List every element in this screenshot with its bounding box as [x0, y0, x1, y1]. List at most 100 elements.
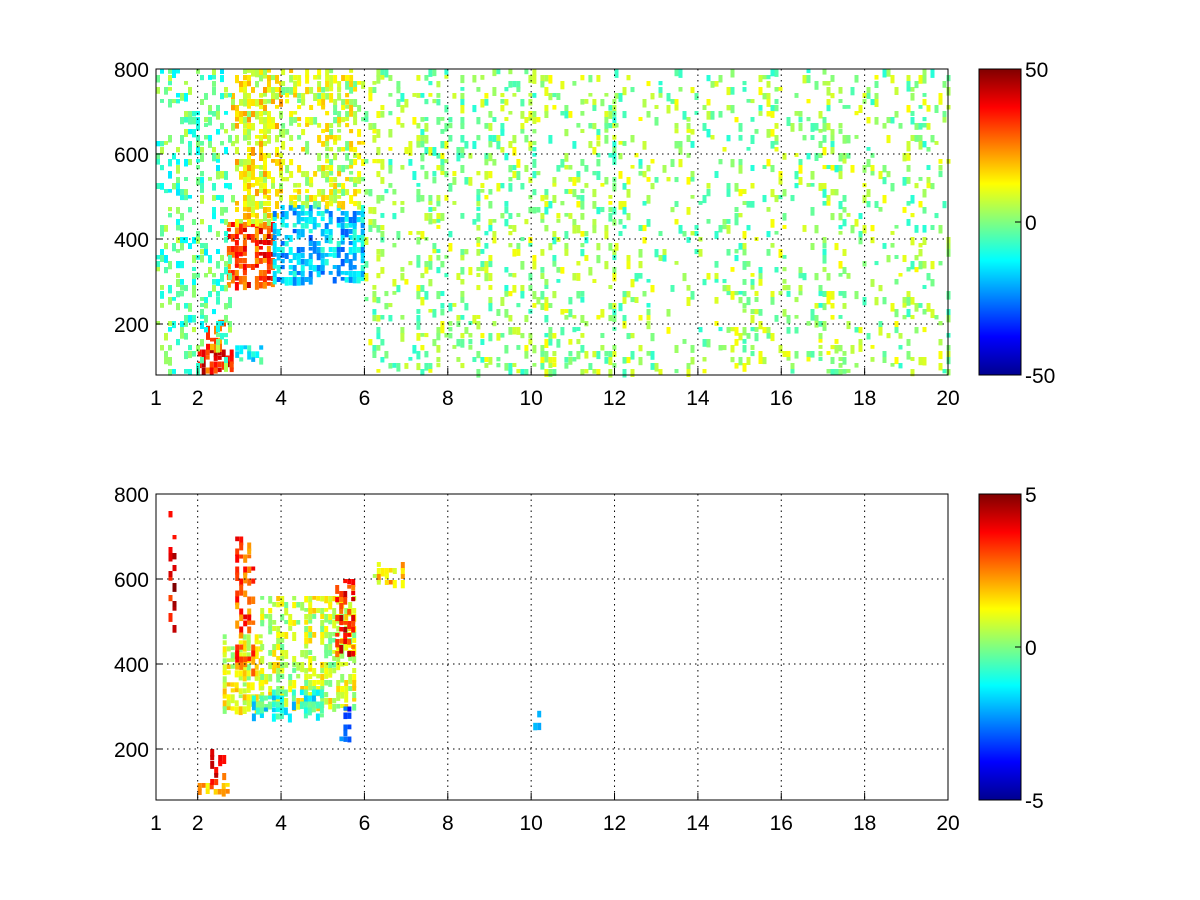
- heatmap-cell: [272, 650, 277, 657]
- heatmap-cell: [910, 237, 915, 246]
- heatmap-cell: [802, 75, 807, 84]
- heatmap-cell: [210, 779, 215, 785]
- heatmap-cell: [242, 670, 247, 677]
- heatmap-cell: [360, 223, 365, 229]
- heatmap-cell: [293, 111, 298, 115]
- heatmap-cell: [213, 361, 218, 370]
- heatmap-cell: [329, 177, 334, 183]
- heatmap-cell: [247, 566, 252, 573]
- heatmap-cell: [774, 231, 779, 235]
- heatmap-cell: [304, 614, 309, 620]
- heatmap-cell: [289, 117, 294, 126]
- heatmap-cell: [690, 291, 695, 300]
- heatmap-cell: [254, 652, 259, 659]
- heatmap-cell: [196, 177, 200, 186]
- heatmap-cell: [622, 141, 627, 146]
- heatmap-cell: [301, 171, 306, 178]
- heatmap-cell: [292, 668, 297, 673]
- heatmap-cell: [476, 87, 481, 92]
- heatmap-cell: [440, 117, 445, 121]
- heatmap-cell: [782, 225, 787, 229]
- heatmap-cell: [222, 694, 227, 699]
- heatmap-cell: [239, 662, 244, 670]
- heatmap-cell: [754, 333, 759, 342]
- heatmap-cell: [308, 662, 313, 671]
- heatmap-cell: [742, 201, 747, 205]
- heatmap-cell: [440, 171, 445, 175]
- heatmap-cell: [180, 285, 184, 291]
- heatmap-cell: [176, 207, 180, 214]
- heatmap-cell: [576, 123, 581, 128]
- heatmap-cell: [180, 225, 184, 232]
- heatmap-cell: [678, 147, 683, 155]
- heatmap-cell: [622, 183, 627, 190]
- heatmap-cell: [552, 195, 557, 203]
- heatmap-cell: [300, 602, 305, 611]
- heatmap-cell: [758, 111, 763, 116]
- heatmap-cell: [272, 698, 277, 705]
- heatmap-cell: [258, 252, 263, 256]
- heatmap-cell: [504, 99, 509, 106]
- heatmap-cell: [524, 369, 529, 375]
- heatmap-cell: [580, 75, 585, 81]
- heatmap-cell: [225, 783, 230, 787]
- heatmap-cell: [251, 701, 256, 711]
- heatmap-cell: [372, 309, 377, 315]
- heatmap-cell: [344, 217, 349, 222]
- heatmap-cell: [321, 87, 326, 93]
- heatmap-cell: [532, 93, 537, 98]
- heatmap-cell: [255, 81, 259, 88]
- heatmap-cell: [288, 271, 293, 276]
- heatmap-cell: [292, 656, 297, 665]
- heatmap-cell: [372, 219, 377, 228]
- heatmap-cell: [272, 602, 277, 607]
- heatmap-cell: [376, 574, 381, 583]
- heatmap-cell: [698, 327, 703, 333]
- heatmap-cell: [251, 695, 256, 705]
- heatmap-cell: [392, 363, 397, 368]
- heatmap-cell: [750, 117, 755, 122]
- heatmap-cell: [347, 651, 352, 657]
- heatmap-cell: [259, 219, 263, 224]
- heatmap-cell: [866, 201, 871, 208]
- heatmap-cell: [544, 369, 549, 377]
- heatmap-cell: [686, 153, 691, 158]
- heatmap-cell: [380, 225, 385, 231]
- heatmap-cell: [646, 195, 651, 204]
- heatmap-cell: [882, 195, 887, 204]
- heatmap-cell: [806, 117, 811, 122]
- heatmap-cell: [235, 554, 240, 563]
- heatmap-cell: [276, 662, 281, 669]
- heatmap-cell: [329, 165, 334, 173]
- heatmap-cell: [396, 99, 401, 107]
- heatmap-cell: [276, 247, 281, 253]
- heatmap-cell: [320, 614, 325, 619]
- heatmap-cell: [230, 688, 235, 693]
- heatmap-cell: [288, 674, 293, 681]
- heatmap-cell: [258, 246, 263, 250]
- heatmap-cell: [612, 105, 617, 114]
- heatmap-cell: [464, 177, 469, 185]
- heatmap-cell: [268, 596, 273, 604]
- heatmap-cell: [304, 632, 309, 638]
- heatmap-cell: [296, 259, 301, 265]
- heatmap-cell: [254, 282, 259, 290]
- heatmap-cell: [492, 87, 497, 96]
- heatmap-cell: [702, 279, 707, 286]
- heatmap-cell: [337, 201, 342, 209]
- heatmap-cell: [156, 153, 160, 162]
- heatmap-cell: [548, 369, 553, 377]
- heatmap-cell: [742, 249, 747, 256]
- heatmap-cell: [670, 159, 675, 167]
- heatmap-cell: [224, 111, 228, 115]
- heatmap-cell: [243, 554, 248, 563]
- heatmap-cell: [312, 680, 317, 689]
- heatmap-cell: [392, 580, 397, 589]
- heatmap-cell: [208, 267, 212, 274]
- heatmap-cell: [646, 315, 651, 321]
- heatmap-cell: [260, 614, 265, 623]
- heatmap-cell: [168, 261, 172, 270]
- heatmap-cell: [356, 277, 361, 284]
- heatmap-cell: [321, 189, 326, 196]
- heatmap-cell: [275, 701, 280, 710]
